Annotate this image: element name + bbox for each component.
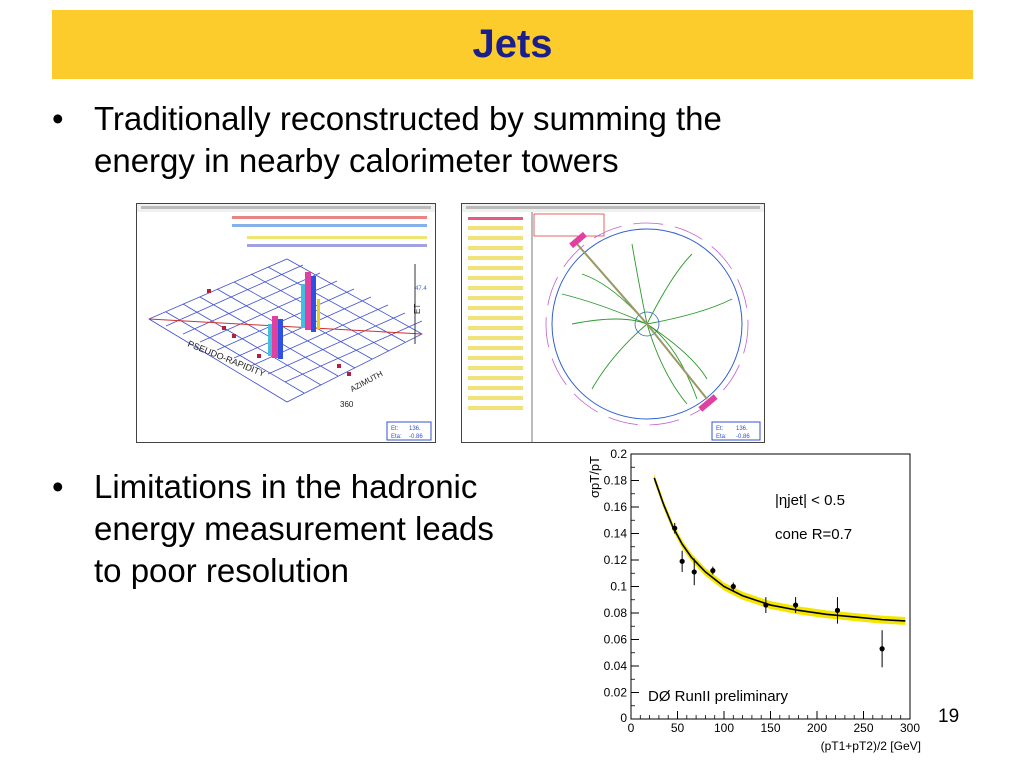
bullet-1-line-2: energy in nearby calorimeter towers bbox=[94, 142, 619, 179]
x-tick-label: 50 bbox=[671, 721, 685, 735]
y-tick-label: 0.08 bbox=[604, 606, 628, 620]
lego-phi-axis-label: AZIMUTH bbox=[349, 369, 385, 394]
annotation-cone: cone R=0.7 bbox=[775, 526, 852, 543]
y-tick-label: 0.12 bbox=[604, 553, 628, 567]
lego-eta-axis-label: PSEUDO-RAPIDITY bbox=[186, 339, 266, 379]
annotation-eta-cut: |ηjet| < 0.5 bbox=[775, 492, 845, 509]
resolution-chart-svg: 0.02 0.04 0.06 0.08 0.1 0.12 0.14 0.16 0.18 0.2 00… bbox=[565, 447, 925, 759]
svg-text:47.4: 47.4 bbox=[415, 286, 427, 292]
bullet-2: • Limitations in the hadronic energy mea… bbox=[52, 466, 592, 601]
y-tick-label: 0.04 bbox=[604, 659, 628, 673]
xy-readout-2: -0.86 bbox=[736, 434, 750, 440]
svg-text:Et:: Et: bbox=[391, 426, 399, 432]
y-tick-label: 0.06 bbox=[604, 633, 628, 647]
svg-text:360: 360 bbox=[340, 400, 354, 409]
y-tick-label: 0.14 bbox=[604, 527, 628, 541]
lego-plot-display: 47.4 PSEUDO-RAPIDITY AZIMUTH ET 360 Et: … bbox=[136, 203, 436, 443]
y-tick-label: 0.02 bbox=[604, 686, 628, 700]
slide-title: Jets bbox=[472, 22, 553, 66]
data-point bbox=[793, 602, 799, 608]
slide-number: 19 bbox=[938, 706, 960, 727]
y-tick-label: 0 bbox=[620, 711, 627, 725]
x-tick-label: 100 bbox=[714, 721, 734, 735]
bullet-1-text: Traditionally reconstructed by summing t… bbox=[94, 98, 914, 182]
bullet-1: • Traditionally reconstructed by summing… bbox=[52, 98, 932, 188]
x-tick-label: 150 bbox=[760, 721, 780, 735]
bullet-2-line-1: Limitations in the hadronic bbox=[94, 468, 478, 505]
svg-text:Eta:: Eta: bbox=[391, 434, 402, 440]
bullet-marker: • bbox=[52, 100, 64, 137]
svg-text:Et:: Et: bbox=[716, 426, 724, 432]
lego-plot-image: 47.4 PSEUDO-RAPIDITY AZIMUTH ET 360 Et: … bbox=[137, 204, 435, 441]
data-point bbox=[710, 568, 716, 574]
x-tick-label: 250 bbox=[853, 721, 873, 735]
x-tick-label: 200 bbox=[807, 721, 827, 735]
y-axis-label: σpT/pT bbox=[587, 456, 602, 498]
y-tick-label: 0.18 bbox=[604, 474, 628, 488]
data-point bbox=[691, 569, 697, 575]
data-point bbox=[879, 646, 885, 652]
lego-readout: 136. bbox=[409, 426, 421, 432]
annotation-eta-cut-text: |ηjet| < 0.5 bbox=[775, 492, 845, 509]
lego-et-axis-label: ET bbox=[413, 304, 422, 314]
xy-readout: 136. bbox=[736, 426, 748, 432]
y-tick-label: 0.2 bbox=[610, 447, 627, 461]
xy-view-display: Et: 136. Eta: -0.86 bbox=[461, 203, 765, 443]
bullet-2-line-3: to poor resolution bbox=[94, 552, 349, 589]
x-tick-label: 300 bbox=[900, 721, 920, 735]
svg-text:Eta:: Eta: bbox=[716, 434, 727, 440]
data-point bbox=[834, 607, 841, 613]
x-axis-label: (pT1+pT2)/2 [GeV] bbox=[821, 739, 921, 753]
xy-view-image: Et: 136. Eta: -0.86 bbox=[462, 204, 764, 442]
resolution-chart: 0.02 0.04 0.06 0.08 0.1 0.12 0.14 0.16 0.18 0.2 0 0… bbox=[565, 447, 925, 759]
title-bar: Jets bbox=[52, 10, 973, 79]
y-tick-label: 0.16 bbox=[604, 500, 628, 514]
annotation-preliminary: DØ RunII preliminary bbox=[648, 688, 789, 705]
lego-readout-2: -0.86 bbox=[409, 434, 423, 440]
x-tick-label: 0 bbox=[628, 721, 635, 735]
bullet-1-line-1: Traditionally reconstructed by summing t… bbox=[94, 100, 722, 137]
bullet-marker: • bbox=[52, 468, 64, 505]
data-point bbox=[730, 583, 736, 590]
data-point bbox=[679, 558, 685, 564]
bullet-2-line-2: energy measurement leads bbox=[94, 510, 494, 547]
data-point bbox=[763, 602, 769, 608]
bullet-2-text: Limitations in the hadronic energy measu… bbox=[94, 466, 594, 592]
data-point bbox=[672, 525, 678, 531]
y-tick-label: 0.1 bbox=[610, 580, 627, 594]
